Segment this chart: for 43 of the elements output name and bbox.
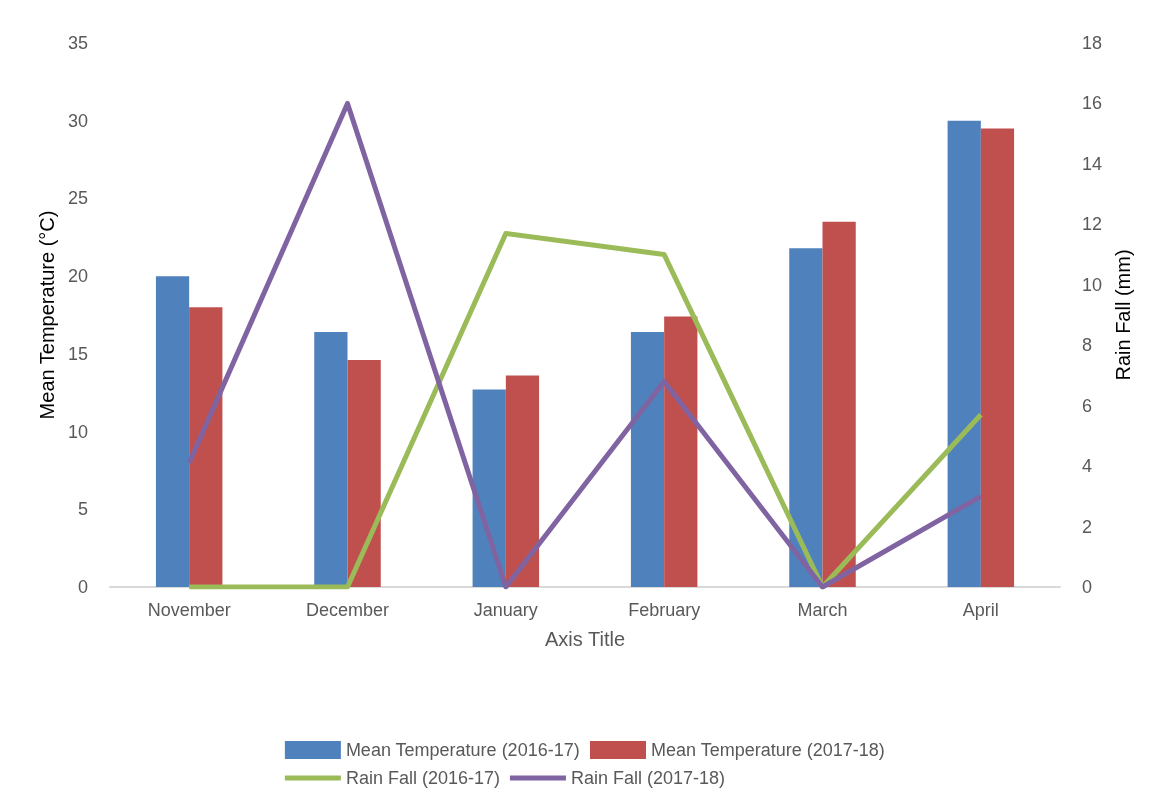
legend-label: Mean Temperature (2017-18) [651, 740, 885, 760]
y2-tick-label: 4 [1082, 456, 1093, 477]
bar [347, 360, 381, 587]
y2-tick-label: 0 [1082, 577, 1093, 597]
y2-tick-label: 8 [1082, 335, 1093, 356]
y2-tick-label: 6 [1082, 395, 1093, 416]
bar [947, 120, 981, 587]
bar [822, 221, 856, 587]
y-tick-label: 0 [77, 577, 88, 597]
bar [189, 307, 223, 587]
bar [505, 375, 540, 587]
legend-label: Rain Fall (2016-17) [345, 768, 500, 788]
y2-tick-label: 2 [1082, 516, 1093, 537]
legend-label: Rain Fall (2017-18) [570, 768, 726, 788]
bar [664, 316, 698, 587]
x-tick-label: November [147, 600, 231, 620]
y-tick-label: 15 [67, 343, 88, 364]
bar [155, 276, 190, 587]
bar [630, 332, 665, 587]
y2-tick-label: 12 [1082, 214, 1103, 235]
y-tick-label: 10 [67, 421, 88, 442]
x-tick-label: April [962, 600, 999, 620]
y-tick-label: 5 [77, 499, 88, 520]
x-tick-label: December [305, 600, 390, 620]
x-tick-label: January [473, 600, 538, 620]
y-tick-label: 30 [67, 110, 88, 131]
bar [789, 248, 823, 587]
y-axis-title: Mean Temperature (°C) [36, 210, 59, 420]
bar [314, 332, 348, 587]
x-tick-label: February [628, 600, 701, 620]
legend-label: Mean Temperature (2016-17) [345, 740, 580, 760]
y2-tick-label: 10 [1082, 274, 1103, 295]
bar [980, 128, 1015, 587]
bar [472, 389, 506, 587]
y-tick-label: 25 [67, 188, 88, 209]
y-tick-label: 20 [67, 266, 88, 287]
x-tick-label: March [797, 600, 848, 620]
y-tick-label: 35 [67, 33, 88, 53]
y2-tick-label: 16 [1082, 93, 1103, 114]
y2-tick-label: 14 [1082, 153, 1103, 174]
y2-axis-title: Rain Fall (mm) [1111, 249, 1134, 381]
x-axis-title: Axis Title [544, 628, 626, 650]
y2-tick-label: 18 [1082, 33, 1103, 53]
